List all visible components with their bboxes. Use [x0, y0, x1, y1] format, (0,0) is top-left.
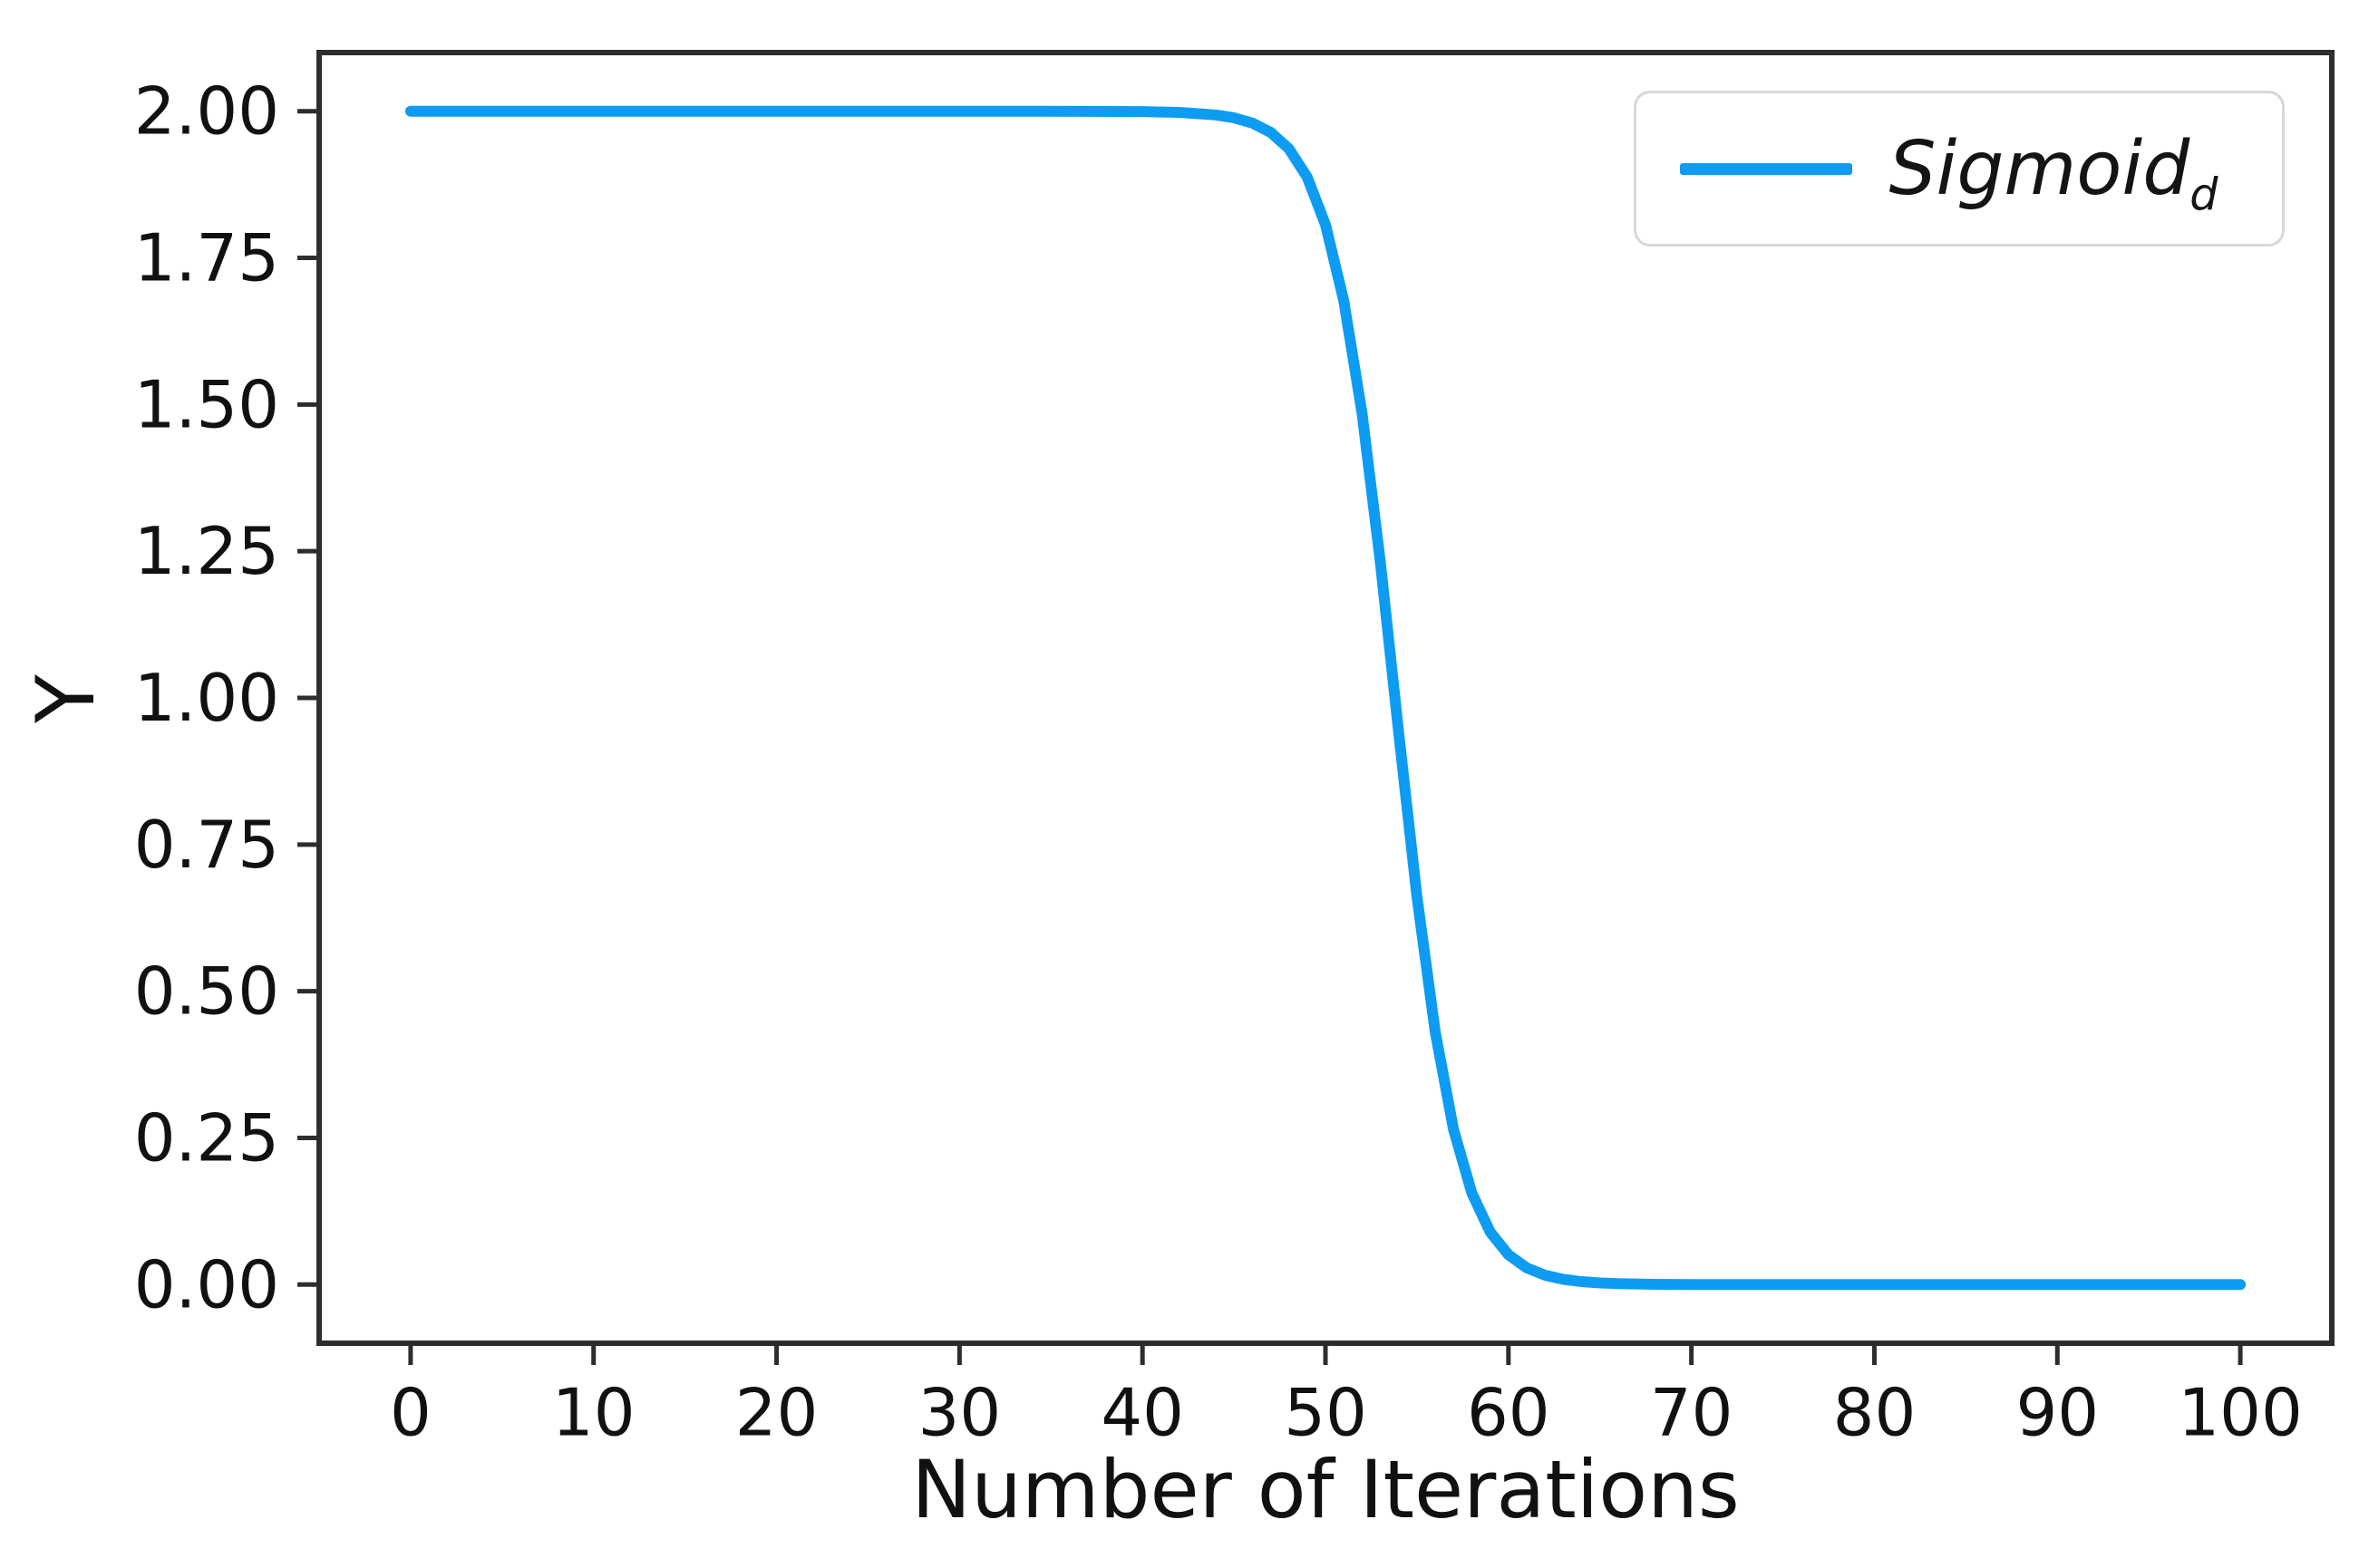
- x-tick-label: 100: [2178, 1375, 2302, 1451]
- legend-label: Sigmoidd: [1852, 125, 2282, 217]
- y-tick-label: 0.75: [134, 807, 279, 883]
- x-tick-label: 10: [552, 1375, 636, 1451]
- x-tick-label: 50: [1284, 1375, 1367, 1451]
- x-axis-label: Number of Iterations: [911, 1443, 1740, 1536]
- x-tick-label: 30: [918, 1375, 1002, 1451]
- x-tick-label: 40: [1101, 1375, 1184, 1451]
- y-tick-label: 0.50: [134, 953, 279, 1030]
- y-tick-label: 2.00: [134, 73, 279, 150]
- y-tick-label: 1.50: [134, 366, 279, 442]
- y-tick-label: 1.00: [134, 660, 279, 736]
- y-tick-label: 0.00: [134, 1246, 279, 1322]
- x-tick-label: 0: [390, 1375, 432, 1451]
- axes-layer: 0 10 20 30 40 50 60 70 80 90 100 0.00 0.25 0.50 0.75 1.…: [134, 50, 2335, 1451]
- x-tick-label: 20: [735, 1375, 819, 1451]
- x-tick-label: 80: [1833, 1375, 1917, 1451]
- y-tick-label: 1.25: [134, 513, 279, 589]
- y-tick-label: 1.75: [134, 220, 279, 296]
- y-axis-label: Y: [18, 674, 112, 723]
- legend: Sigmoidd: [1634, 91, 2285, 247]
- series-layer: [404, 105, 2247, 1291]
- series-line: [404, 105, 2247, 1291]
- legend-label-subscript: d: [2189, 167, 2218, 220]
- x-tick-label: 90: [2015, 1375, 2099, 1451]
- x-tick-label: 70: [1650, 1375, 1733, 1451]
- x-tick-label: 60: [1467, 1375, 1550, 1451]
- legend-line-sample: [1680, 162, 1852, 175]
- y-tick-label: 0.25: [134, 1099, 279, 1176]
- legend-label-main: Sigmoid: [1888, 125, 2190, 212]
